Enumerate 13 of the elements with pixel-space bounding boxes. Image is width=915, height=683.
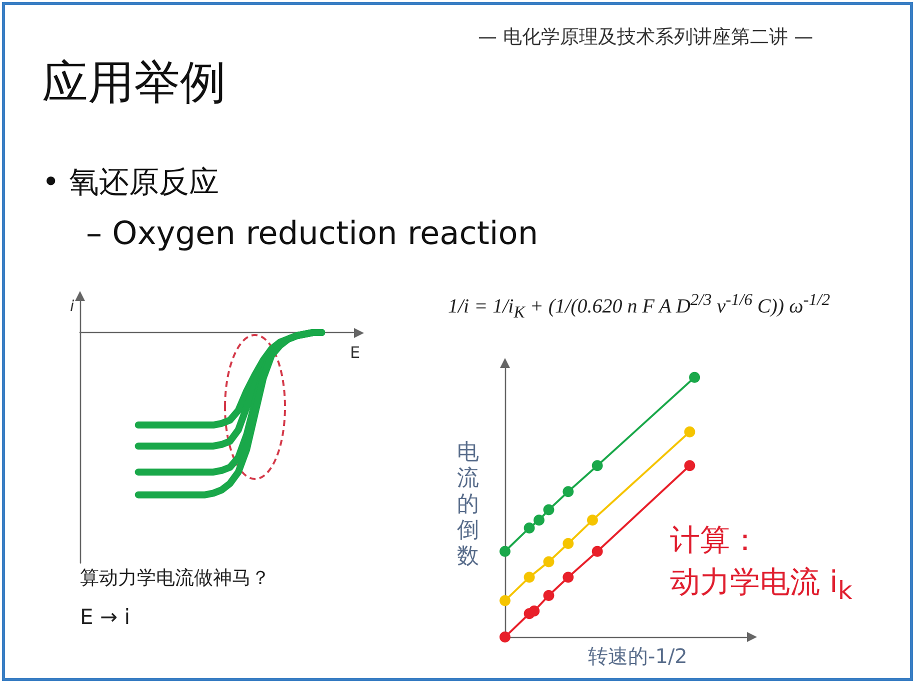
annotation: 计算： [670, 522, 760, 560]
y-axis-title: 电流的倒数 [456, 440, 480, 570]
text: E → i [80, 605, 130, 629]
chart-title: 应用举例 [42, 54, 226, 111]
text: • 氧还原反应 [42, 164, 220, 202]
y-axis-title: i [70, 297, 74, 315]
text: – Oxygen reduction reaction [86, 214, 538, 252]
text: — 电化学原理及技术系列讲座第二讲 — [478, 25, 814, 50]
annotation: 动力学电流 i$_{k}$ [670, 564, 852, 605]
x-axis-title: E [350, 343, 360, 362]
text: 1/i = 1/i$_{K}$ + (1/(0.620 n F A D$^{2/3}$ ν$^{-1/6}$ C)) ω$^{-1/2}$ [448, 290, 830, 323]
text: 算动力学电流做神马？ [80, 566, 270, 591]
x-axis-title: 转速的-1/2 [588, 643, 688, 670]
